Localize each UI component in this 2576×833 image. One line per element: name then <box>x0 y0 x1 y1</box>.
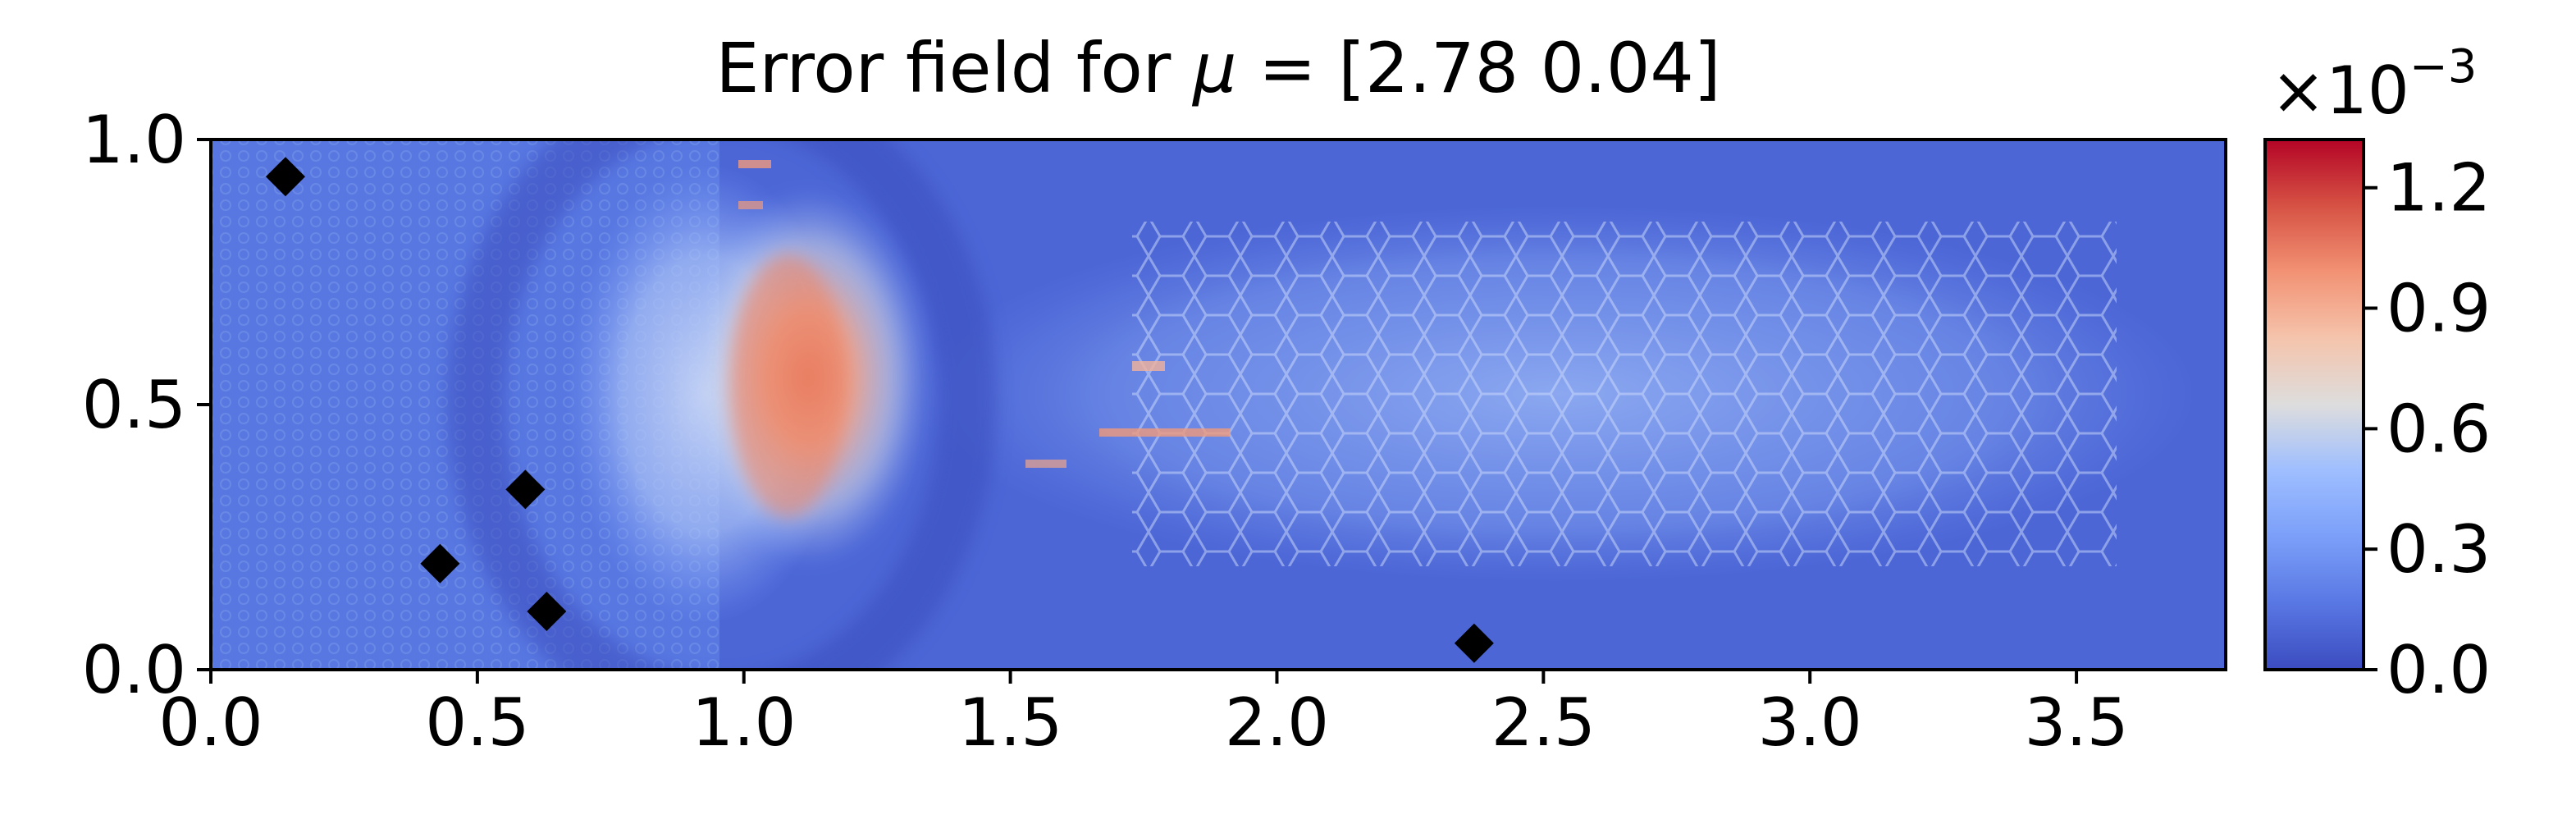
colorbar-tick-label: 0.0 <box>2386 632 2491 708</box>
colorbar-scale-label: ×10−3 <box>2271 40 2477 129</box>
y-tick-label: 1.0 <box>82 102 186 178</box>
sample-markers <box>265 157 1494 663</box>
diamond-marker <box>420 543 460 584</box>
diamond-marker <box>1454 623 1494 663</box>
colorbar <box>2263 138 2365 671</box>
diamond-marker <box>265 157 305 197</box>
chart-title: Error field for μ = [2.78 0.04] <box>715 28 1720 108</box>
colorbar-tick-label: 1.2 <box>2386 150 2491 227</box>
diamond-marker <box>527 591 567 631</box>
x-axis: 0.0 0.5 1.0 1.5 2.0 2.5 3.0 3.5 <box>158 670 2129 761</box>
x-tick-label: 3.0 <box>1758 684 1862 761</box>
x-tick-label: 1.0 <box>692 684 796 761</box>
x-tick-label: 2.0 <box>1225 684 1329 761</box>
x-tick-label: 3.5 <box>2024 684 2128 761</box>
y-axis: 0.0 0.5 1.0 <box>82 102 211 708</box>
y-tick-label: 0.0 <box>82 632 186 708</box>
diamond-marker <box>505 469 546 510</box>
x-tick-label: 1.5 <box>958 684 1062 761</box>
heatmap-field <box>211 140 2226 670</box>
colorbar-tick-label: 0.9 <box>2386 271 2491 347</box>
x-tick-label: 0.0 <box>158 684 263 761</box>
colorbar-tick-label: 0.3 <box>2386 511 2491 588</box>
y-tick-label: 0.5 <box>82 367 186 443</box>
x-tick-label: 0.5 <box>425 684 529 761</box>
colorbar-tick-label: 0.6 <box>2386 391 2491 467</box>
x-tick-label: 2.5 <box>1491 684 1596 761</box>
colorbar-axis: 0.0 0.3 0.6 0.9 1.2 <box>2364 150 2491 708</box>
